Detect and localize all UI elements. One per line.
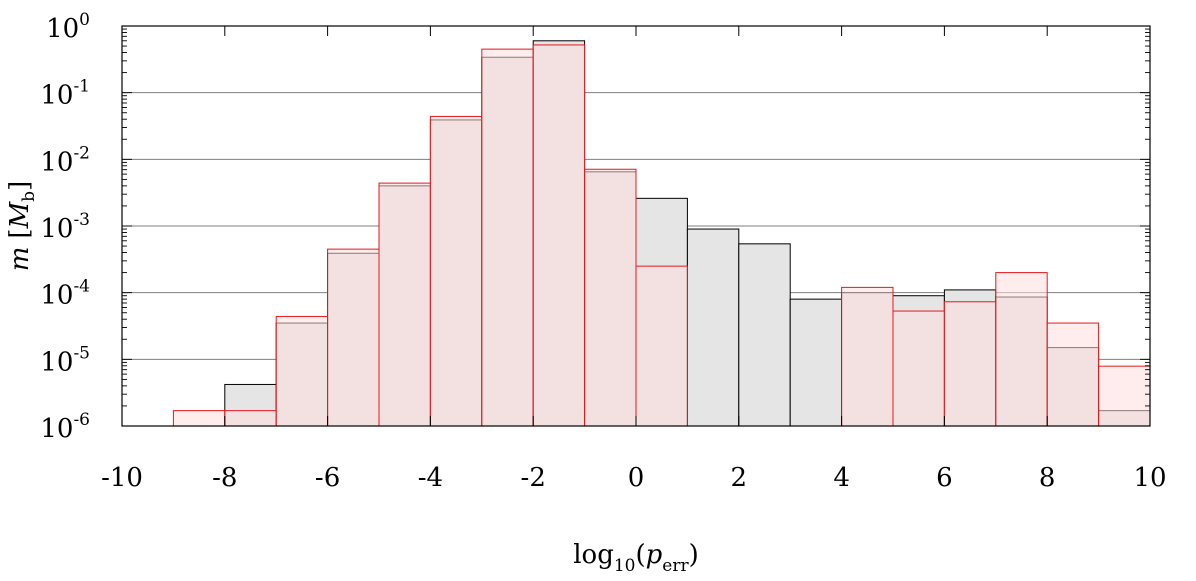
x-tick-label: -6 <box>315 463 340 493</box>
bar-red <box>1098 365 1151 427</box>
y-tick-label: 10-6 <box>40 410 90 444</box>
x-tick-label: 6 <box>936 463 953 493</box>
bar-red <box>1046 322 1100 427</box>
x-tick-label: 4 <box>833 463 850 493</box>
x-axis-title: log10(perr) <box>573 540 699 576</box>
bar-black <box>738 243 791 427</box>
x-tick-label: -2 <box>521 463 546 493</box>
x-tick-label: -10 <box>101 463 143 493</box>
bar-red <box>584 168 637 427</box>
x-tick-label: -8 <box>212 463 237 493</box>
x-tick-label: 10 <box>1133 463 1166 493</box>
bar-red <box>378 182 431 427</box>
y-tick-label: 100 <box>46 10 90 44</box>
bar-red <box>275 315 329 427</box>
y-tick-labels: 100 10-1 10-2 10-3 10-4 10-5 10-6 <box>40 10 90 444</box>
y-tick-label: 10-4 <box>40 277 90 311</box>
bar-black <box>789 298 843 427</box>
y-tick-label: 10-1 <box>40 77 90 111</box>
bar-red <box>892 310 945 427</box>
bar-red <box>841 286 894 427</box>
y-axis-title: m[Mb] <box>5 181 39 271</box>
bar-red <box>995 272 1048 427</box>
x-tick-label: 2 <box>731 463 748 493</box>
x-tick-label: -4 <box>418 463 443 493</box>
plot-frame <box>121 25 1151 427</box>
bar-red <box>172 410 226 427</box>
bar-red <box>943 301 997 427</box>
bar-red <box>429 115 483 427</box>
bar-black <box>686 228 740 427</box>
y-tick-label: 10-2 <box>40 143 90 177</box>
x-tick-labels: -10 -8 -6 -4 -2 0 2 4 6 8 10 <box>101 463 1166 493</box>
bar-red <box>327 248 380 427</box>
y-tick-label: 10-5 <box>40 343 90 377</box>
bar-red <box>532 44 586 427</box>
x-tick-label: 8 <box>1039 463 1056 493</box>
y-tick-label: 10-3 <box>40 210 90 244</box>
bar-red <box>635 265 688 427</box>
bar-red <box>224 410 277 427</box>
bar-red <box>481 48 534 427</box>
series-red-bars <box>172 44 1151 427</box>
x-tick-label: 0 <box>628 463 645 493</box>
